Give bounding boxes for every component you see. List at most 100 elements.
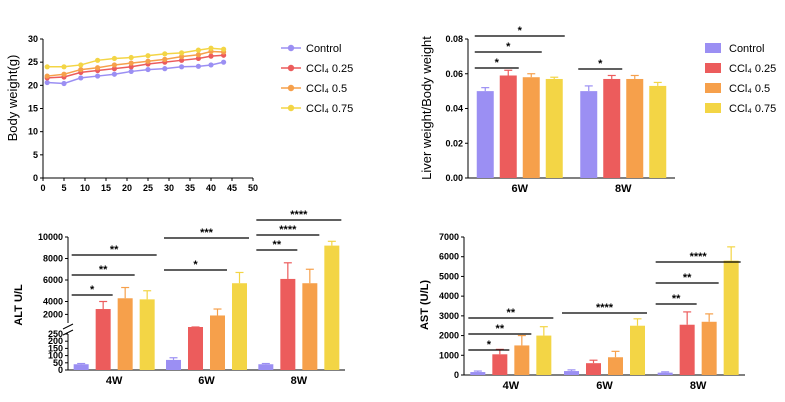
body-weight-point	[221, 46, 227, 52]
legend2-ccl4-075-swatch	[705, 103, 721, 113]
legend2-ccl4-025: CCl₄ 0.25	[705, 63, 776, 75]
alt-significance-label: **	[99, 264, 108, 276]
body-weight-point	[195, 47, 201, 53]
alt-ytick-label: 10000	[38, 232, 63, 242]
ast-significance-label: **	[507, 307, 516, 319]
legend1-ccl4-075-marker	[287, 104, 295, 112]
body-weight-xtick-label: 5	[61, 183, 66, 193]
legend2-control-swatch	[705, 43, 721, 53]
body-weight-point	[111, 55, 117, 62]
alt-bar	[258, 364, 274, 370]
ast-ytick-label: 7000	[439, 232, 459, 242]
alt-bar	[324, 245, 340, 370]
ast-category-label: 4W	[503, 380, 520, 392]
legend1-ccl4-05: CCl₄ 0.5	[281, 83, 347, 95]
ast-category-label: 6W	[596, 380, 613, 392]
body-weight-point	[145, 58, 151, 64]
legend1-control-label: Control	[306, 43, 341, 55]
ast-bar	[586, 363, 601, 375]
liver-weight-significance-label: *	[518, 25, 523, 37]
liver-weight-significance-label: *	[495, 57, 500, 69]
alt-ytick-label: 8000	[43, 254, 63, 264]
ast-category-label: 8W	[690, 380, 707, 392]
liver-weight-bar	[522, 77, 540, 178]
body-weight-point	[78, 66, 84, 73]
body-weight-xtick-label: 0	[40, 183, 45, 193]
body-weight-point	[128, 54, 134, 61]
ast-significance-label: **	[683, 272, 692, 284]
body-weight-xtick-label: 20	[122, 183, 132, 193]
body-weight-point	[162, 51, 168, 57]
ast-bar	[608, 357, 623, 375]
liver-weight-category-label: 6W	[512, 183, 529, 195]
legend2-ccl4-075-label: CCl₄ 0.75	[729, 103, 776, 115]
alt-ytick-label: 50	[53, 358, 63, 368]
body-weight-point	[111, 71, 117, 77]
body-weight-point	[145, 66, 151, 73]
ast-ytick-label: 4000	[439, 291, 459, 301]
ast-ytick-label: 0	[454, 370, 459, 380]
body-weight-point	[221, 59, 227, 65]
body-weight-point	[179, 54, 185, 60]
body-weight-point	[78, 75, 84, 81]
liver-weight-bar	[649, 85, 667, 178]
body-weight-point	[162, 66, 168, 72]
body-weight-point	[128, 68, 134, 75]
body-weight-point	[208, 53, 214, 59]
ast-significance-label: ****	[596, 302, 614, 314]
alt-category-label: 8W	[291, 375, 308, 387]
body-weight-xtick-label: 10	[80, 183, 90, 193]
legend2-ccl4-025-label: CCl₄ 0.25	[729, 63, 776, 75]
ast-ytick-label: 2000	[439, 331, 459, 341]
body-weight-ylabel: Body weight(g)	[5, 55, 20, 142]
alt-category-label: 4W	[106, 375, 123, 387]
body-weight-point	[95, 57, 101, 63]
legend2-ccl4-05-label: CCl₄ 0.5	[729, 83, 770, 95]
body-weight-point	[61, 71, 67, 77]
alt-bar	[302, 283, 318, 370]
body-weight-point	[128, 64, 134, 70]
ast-ylabel: AST (U/L)	[419, 280, 431, 330]
legend1-ccl4-05-marker	[287, 84, 295, 92]
legend1-control: Control	[281, 43, 341, 55]
body-weight-xtick-label: 40	[206, 183, 216, 193]
ast-significance-label: **	[672, 293, 681, 305]
legend1-ccl4-025-marker	[287, 64, 295, 72]
body-weight-point	[208, 62, 214, 68]
liver-weight-bar	[626, 78, 644, 178]
alt-significance-label: ****	[279, 224, 297, 236]
alt-significance-label: ****	[290, 209, 308, 221]
alt-axis-break-mark	[62, 323, 74, 330]
liver-weight-legend: Control CCl₄ 0.25 CCl₄ 0.5 CCl₄ 0.75	[705, 43, 776, 115]
ast-bar	[701, 321, 717, 375]
body-weight-xtick-label: 15	[101, 183, 111, 193]
body-weight-point	[195, 55, 201, 62]
legend1-ccl4-075: CCl₄ 0.75	[281, 103, 353, 115]
alt-ylabel: ALT U/L	[13, 284, 25, 326]
body-weight-ytick-label: 10	[28, 127, 38, 137]
legend2-ccl4-025-swatch	[705, 63, 721, 73]
body-weight-ytick-label: 25	[28, 57, 38, 67]
body-weight-point	[44, 79, 50, 86]
alt-bar	[280, 278, 296, 370]
body-weight-point	[128, 60, 134, 66]
ast-ytick-label: 5000	[439, 271, 459, 281]
liver-weight-bar	[499, 75, 517, 178]
ast-ytick-label: 3000	[439, 311, 459, 321]
liver-weight-ytick-label: 0.00	[445, 173, 463, 183]
body-weight-point	[95, 65, 101, 71]
alt-ytick-label: 4000	[43, 297, 63, 307]
alt-significance-label: *	[193, 259, 198, 271]
alt-chart: ALT U/L 4000 6000 8000 10000 2000 05010015020…	[13, 209, 345, 387]
alt-ytick-label: 0	[58, 365, 63, 375]
alt-ytick-label: 250	[48, 329, 63, 339]
body-weight-ytick-label: 0	[33, 173, 38, 183]
alt-bar	[117, 298, 133, 370]
liver-weight-ytick-label: 0.04	[445, 104, 463, 114]
body-weight-point	[44, 64, 50, 70]
body-weight-ytick-label: 5	[33, 150, 38, 160]
body-weight-point	[111, 62, 117, 68]
alt-bar	[188, 327, 203, 370]
legend1-ccl4-075-label: CCl₄ 0.75	[306, 103, 353, 115]
body-weight-point	[61, 80, 67, 87]
